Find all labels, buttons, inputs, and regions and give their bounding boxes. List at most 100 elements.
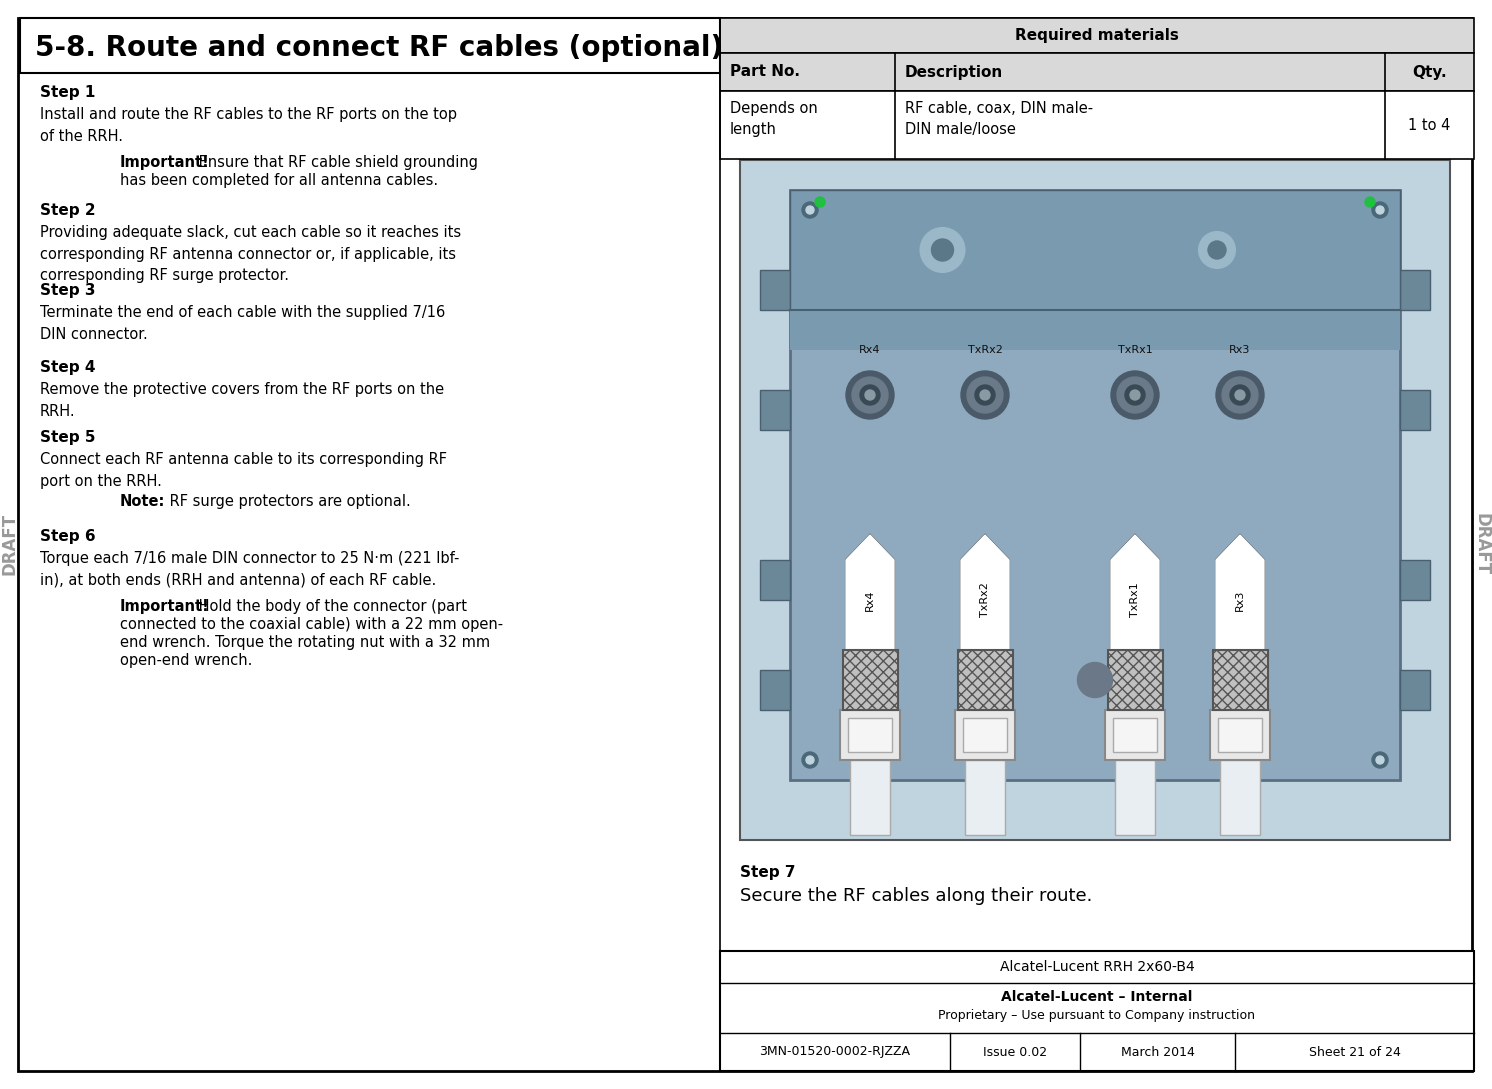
- Text: Terminate the end of each cable with the supplied 7/16
DIN connector.: Terminate the end of each cable with the…: [40, 305, 445, 342]
- Circle shape: [1200, 232, 1235, 268]
- Bar: [1399, 560, 1429, 600]
- Circle shape: [1222, 377, 1258, 413]
- Text: connected to the coaxial cable) with a 22 mm open-: connected to the coaxial cable) with a 2…: [119, 617, 503, 632]
- Text: Alcatel-Lucent – Internal: Alcatel-Lucent – Internal: [1001, 990, 1192, 1004]
- Bar: [1220, 760, 1261, 835]
- Bar: [1217, 718, 1262, 752]
- Circle shape: [1125, 386, 1144, 405]
- Text: Alcatel-Lucent RRH 2x60-B4: Alcatel-Lucent RRH 2x60-B4: [1000, 960, 1195, 974]
- Bar: [759, 670, 789, 710]
- Text: Step 6: Step 6: [40, 529, 95, 544]
- Circle shape: [980, 390, 991, 400]
- Bar: [721, 19, 1474, 53]
- Text: Depends on
length: Depends on length: [730, 101, 818, 137]
- Text: open-end wrench.: open-end wrench.: [119, 653, 252, 668]
- Bar: [1213, 650, 1268, 710]
- Text: 3MN-01520-0002-RJZZA: 3MN-01520-0002-RJZZA: [759, 1045, 910, 1059]
- Text: Sheet 21 of 24: Sheet 21 of 24: [1308, 1045, 1401, 1059]
- FancyArrow shape: [961, 535, 1009, 650]
- Circle shape: [1373, 752, 1388, 768]
- Text: Ensure that RF cable shield grounding: Ensure that RF cable shield grounding: [194, 155, 477, 170]
- Circle shape: [852, 377, 888, 413]
- Bar: [1399, 390, 1429, 430]
- FancyArrow shape: [846, 535, 894, 650]
- Text: Issue 0.02: Issue 0.02: [983, 1045, 1047, 1059]
- Text: end wrench. Torque the rotating nut with a 32 mm: end wrench. Torque the rotating nut with…: [119, 635, 491, 650]
- Circle shape: [1235, 390, 1244, 400]
- Text: Hold the body of the connector (part: Hold the body of the connector (part: [194, 599, 467, 614]
- Text: Connect each RF antenna cable to its corresponding RF
port on the RRH.: Connect each RF antenna cable to its cor…: [40, 452, 448, 489]
- Text: DRAFT: DRAFT: [1473, 513, 1491, 575]
- Bar: [965, 760, 1006, 835]
- Text: Qty.: Qty.: [1413, 64, 1447, 79]
- Circle shape: [931, 238, 953, 261]
- Text: Proprietary – Use pursuant to Company instruction: Proprietary – Use pursuant to Company in…: [938, 1010, 1255, 1023]
- Text: Required materials: Required materials: [1015, 28, 1179, 42]
- Text: Providing adequate slack, cut each cable so it reaches its
corresponding RF ante: Providing adequate slack, cut each cable…: [40, 225, 461, 283]
- Text: Step 1: Step 1: [40, 85, 95, 100]
- Bar: [789, 189, 1399, 310]
- Circle shape: [865, 390, 874, 400]
- Circle shape: [1118, 377, 1153, 413]
- Circle shape: [1376, 756, 1385, 764]
- Text: TxRx1: TxRx1: [1129, 583, 1140, 617]
- Bar: [843, 650, 898, 710]
- Text: Rx4: Rx4: [859, 345, 880, 355]
- Text: Step 2: Step 2: [40, 203, 95, 218]
- Text: DRAFT: DRAFT: [1, 513, 19, 575]
- Circle shape: [1129, 390, 1140, 400]
- Text: 1 to 4: 1 to 4: [1408, 118, 1450, 133]
- Bar: [789, 189, 1399, 780]
- Bar: [840, 710, 900, 760]
- Text: Torque each 7/16 male DIN connector to 25 N·m (221 lbf-
in), at both ends (RRH a: Torque each 7/16 male DIN connector to 2…: [40, 551, 460, 588]
- Bar: [740, 160, 1450, 840]
- Circle shape: [974, 386, 995, 405]
- Bar: [1106, 710, 1165, 760]
- Bar: [1399, 670, 1429, 710]
- Bar: [721, 951, 1474, 1070]
- Bar: [847, 718, 892, 752]
- Text: 5-8. Route and connect RF cables (optional): 5-8. Route and connect RF cables (option…: [34, 34, 724, 62]
- Circle shape: [806, 756, 815, 764]
- Text: TxRx2: TxRx2: [968, 345, 1003, 355]
- Text: Part No.: Part No.: [730, 64, 800, 79]
- Text: March 2014: March 2014: [1120, 1045, 1195, 1059]
- Text: Step 7: Step 7: [740, 865, 795, 880]
- Bar: [721, 91, 1474, 159]
- Circle shape: [1365, 197, 1376, 207]
- Circle shape: [1112, 371, 1159, 419]
- Text: RF cable, coax, DIN male-
DIN male/loose: RF cable, coax, DIN male- DIN male/loose: [906, 101, 1094, 137]
- Circle shape: [846, 371, 894, 419]
- Bar: [721, 53, 1474, 91]
- Bar: [759, 560, 789, 600]
- Text: Install and route the RF cables to the RF ports on the top
of the RRH.: Install and route the RF cables to the R…: [40, 107, 457, 144]
- Bar: [1210, 710, 1270, 760]
- Circle shape: [921, 228, 964, 272]
- Circle shape: [1376, 206, 1385, 215]
- Text: Note:: Note:: [119, 494, 166, 509]
- Text: Important!: Important!: [119, 599, 210, 614]
- Text: Step 4: Step 4: [40, 360, 95, 375]
- Circle shape: [967, 377, 1003, 413]
- Bar: [955, 710, 1015, 760]
- Circle shape: [815, 197, 825, 207]
- Circle shape: [806, 206, 815, 215]
- Circle shape: [1373, 201, 1388, 218]
- Bar: [759, 270, 789, 310]
- Text: Secure the RF cables along their route.: Secure the RF cables along their route.: [740, 888, 1092, 905]
- FancyArrow shape: [1112, 535, 1159, 650]
- Text: Important!: Important!: [119, 155, 210, 170]
- Text: Step 3: Step 3: [40, 283, 95, 298]
- Text: RF surge protectors are optional.: RF surge protectors are optional.: [166, 494, 410, 509]
- Bar: [1107, 650, 1162, 710]
- Circle shape: [1209, 241, 1226, 259]
- Bar: [19, 19, 721, 73]
- Text: Rx3: Rx3: [1229, 345, 1250, 355]
- Bar: [958, 650, 1013, 710]
- Circle shape: [1216, 371, 1264, 419]
- Bar: [962, 718, 1007, 752]
- Ellipse shape: [1077, 662, 1113, 697]
- Circle shape: [961, 371, 1009, 419]
- Text: TxRx1: TxRx1: [1118, 345, 1152, 355]
- Circle shape: [859, 386, 880, 405]
